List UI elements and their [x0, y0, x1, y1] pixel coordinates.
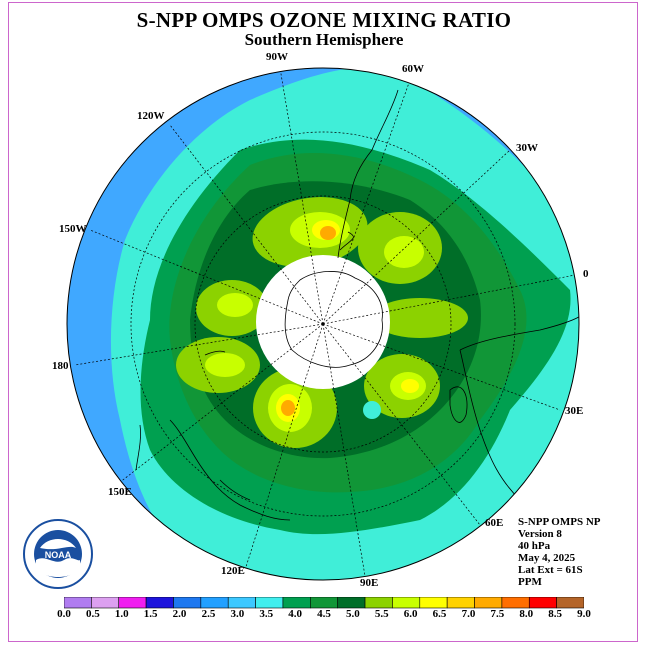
version-label: Version 8	[518, 528, 562, 540]
noaa-logo: NOAA	[23, 519, 93, 589]
colorbar-tick-label: 7.0	[461, 608, 476, 620]
colorbar-tick-label: 9.0	[577, 608, 591, 620]
lon-label-180: 180	[52, 360, 69, 372]
colorbar-swatch	[227, 597, 256, 609]
lon-label-120w: 120W	[137, 110, 165, 122]
colorbar-tick-label: 6.0	[403, 608, 418, 620]
map-border	[66, 67, 580, 581]
lon-label-150w: 150W	[59, 223, 87, 235]
logo-text: NOAA	[45, 550, 72, 560]
colorbar	[64, 597, 584, 609]
lon-label-90e: 90E	[360, 577, 379, 589]
coastlines	[135, 89, 579, 521]
colorbar-swatch	[255, 597, 284, 609]
map-title: S-NPP OMPS OZONE MIXING RATIO	[136, 8, 512, 32]
lon-label-60e: 60E	[485, 517, 504, 529]
colorbar-tick-label: 5.0	[346, 608, 360, 620]
colorbar-swatch	[528, 597, 557, 609]
colorbar-swatch	[118, 597, 147, 609]
colorbar-swatch	[501, 597, 530, 609]
lat-extent-label: Lat Ext = 61S	[518, 564, 583, 576]
colorbar-tick-label: 7.5	[490, 608, 505, 620]
low-ozone-spot	[363, 401, 381, 419]
pressure-label: 40 hPa	[518, 540, 551, 552]
colorbar-tick-label: 0.0	[57, 608, 71, 620]
colorbar-tick-label: 1.5	[143, 608, 158, 620]
lon-label-90w: 90W	[266, 51, 288, 63]
colorbar-tick-label: 2.0	[172, 608, 187, 620]
colorbar-swatch	[446, 597, 475, 609]
info-block: S-NPP OMPS NP Version 8 40 hPa May 4, 20…	[518, 516, 601, 588]
lon-label-30w: 30W	[516, 142, 538, 154]
colorbar-tick-label: 6.5	[432, 608, 447, 620]
colorbar-tick-label: 3.5	[259, 608, 274, 620]
instrument-label: S-NPP OMPS NP	[518, 516, 601, 528]
colorbar-swatch	[337, 597, 366, 609]
colorbar-tick-label: 1.0	[114, 608, 129, 620]
colorbar-swatch	[364, 597, 393, 609]
lon-label-30e: 30E	[565, 405, 584, 417]
colorbar-swatch	[282, 597, 311, 609]
colorbar-swatch	[474, 597, 503, 609]
colorbar-swatch	[419, 597, 448, 609]
colorbar-swatch	[145, 597, 174, 609]
colorbar-tick-label: 5.5	[374, 608, 389, 620]
colorbar-tick-label: 2.5	[201, 608, 216, 620]
colorbar-tick-label: 8.0	[519, 608, 534, 620]
lon-label-60w: 60W	[402, 63, 424, 75]
colorbar-swatch	[556, 597, 584, 609]
colorbar-swatch	[173, 597, 202, 609]
colorbar-swatch	[310, 597, 338, 609]
lon-label-0: 0	[583, 268, 589, 280]
colorbar-tick-label: 0.5	[86, 608, 100, 620]
graticule	[74, 68, 576, 577]
colorbar-tick-label: 3.0	[230, 608, 245, 620]
colorbar-swatch	[200, 597, 229, 609]
date-label: May 4, 2025	[518, 552, 576, 564]
units-label: PPM	[518, 576, 542, 588]
colorbar-tick-label: 4.5	[317, 608, 331, 620]
colorbar-swatch	[392, 597, 421, 609]
lon-label-150e: 150E	[108, 486, 132, 498]
ozone-contours	[67, 68, 579, 580]
colorbar-swatch	[64, 597, 92, 609]
colorbar-tick-label: 8.5	[548, 608, 562, 620]
colorbar-swatch	[91, 597, 120, 609]
contour-7.0-peaks	[281, 226, 336, 416]
lon-label-120e: 120E	[221, 565, 245, 577]
map-subtitle: Southern Hemisphere	[244, 30, 404, 49]
colorbar-tick-label: 4.0	[288, 608, 302, 620]
